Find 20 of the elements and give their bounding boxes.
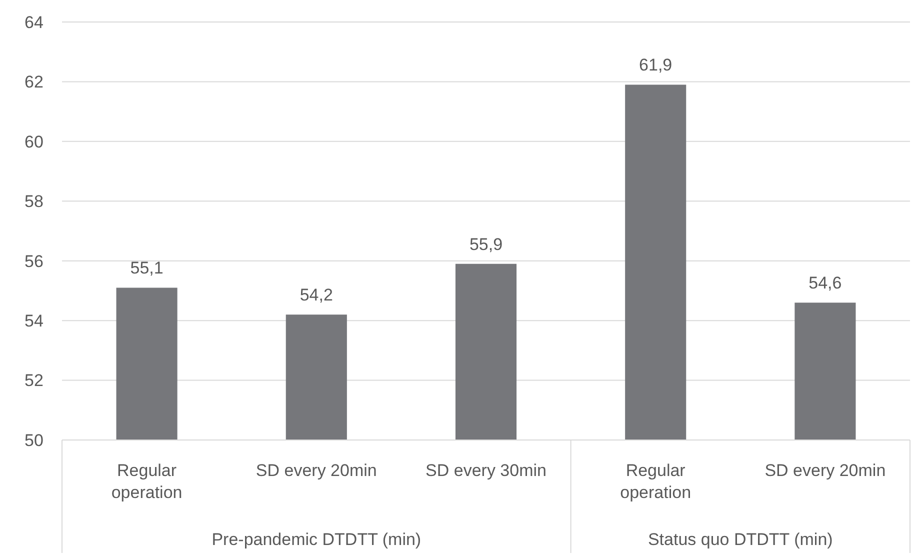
data-label: 54,6: [808, 274, 842, 293]
data-label: 55,1: [130, 258, 164, 278]
y-tick-label: 54: [24, 312, 44, 331]
y-tick-label: 52: [24, 371, 44, 390]
x-tick-label: Regular operation: [620, 461, 692, 502]
x-tick-label: Regular operation: [111, 461, 182, 502]
y-tick-label: 56: [24, 252, 44, 271]
data-label: 55,9: [469, 234, 503, 254]
x-tick-label: SD every 20min: [764, 461, 886, 480]
x-tick-label: SD every 30min: [426, 461, 546, 480]
data-label: 61,9: [639, 56, 672, 75]
y-tick-label: 60: [24, 132, 44, 152]
text: Pre-pandemic DTDTT (min): [212, 530, 422, 549]
text: Status quo DTDTT (min): [648, 530, 833, 549]
data-label: 54,2: [300, 286, 333, 305]
y-tick-label: 58: [24, 192, 44, 212]
y-tick-label: 62: [24, 72, 44, 92]
y-tick-label: 50: [24, 430, 44, 450]
y-tick-label: 64: [24, 12, 44, 32]
x-tick-label: SD every 20min: [256, 461, 377, 480]
